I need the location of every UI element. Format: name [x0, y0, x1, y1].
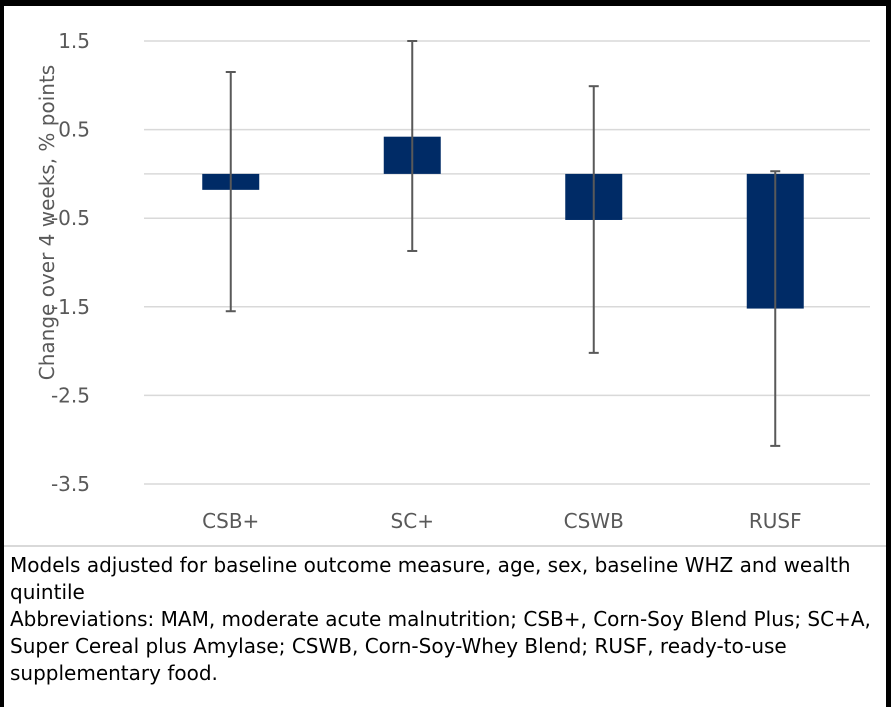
gridlines [144, 40, 870, 485]
x-tick-label: CSWB [564, 509, 624, 533]
bar-chart: 1.5 0.5 -0.5 -1.5 -2.5 -3.5 CSB+ SC+ CSWB RUSF C… [35, 29, 870, 533]
y-axis-title: Change over 4 weeks, % points [35, 65, 59, 380]
x-tick-label: CSB+ [202, 509, 259, 533]
x-tick-labels: CSB+ SC+ CSWB RUSF [202, 509, 801, 533]
chart-area: 1.5 0.5 -0.5 -1.5 -2.5 -3.5 CSB+ SC+ CSWB RUSF C… [4, 6, 886, 547]
x-tick-label: RUSF [749, 509, 802, 533]
bars [202, 136, 804, 309]
error-bars [225, 40, 781, 447]
y-tick-label: -0.5 [51, 206, 90, 230]
y-tick-label: 0.5 [58, 118, 90, 142]
y-tick-label: -3.5 [51, 472, 90, 496]
y-tick-label: 1.5 [58, 29, 90, 53]
footnote-abbreviations: Abbreviations: MAM, moderate acute malnu… [10, 607, 871, 685]
footnote: Models adjusted for baseline outcome mea… [10, 552, 876, 687]
y-tick-labels: 1.5 0.5 -0.5 -1.5 -2.5 -3.5 [51, 29, 90, 496]
y-tick-label: -2.5 [51, 383, 90, 407]
x-tick-label: SC+ [391, 509, 434, 533]
footnote-adjustment: Models adjusted for baseline outcome mea… [10, 553, 851, 604]
y-tick-label: -1.5 [51, 295, 90, 319]
